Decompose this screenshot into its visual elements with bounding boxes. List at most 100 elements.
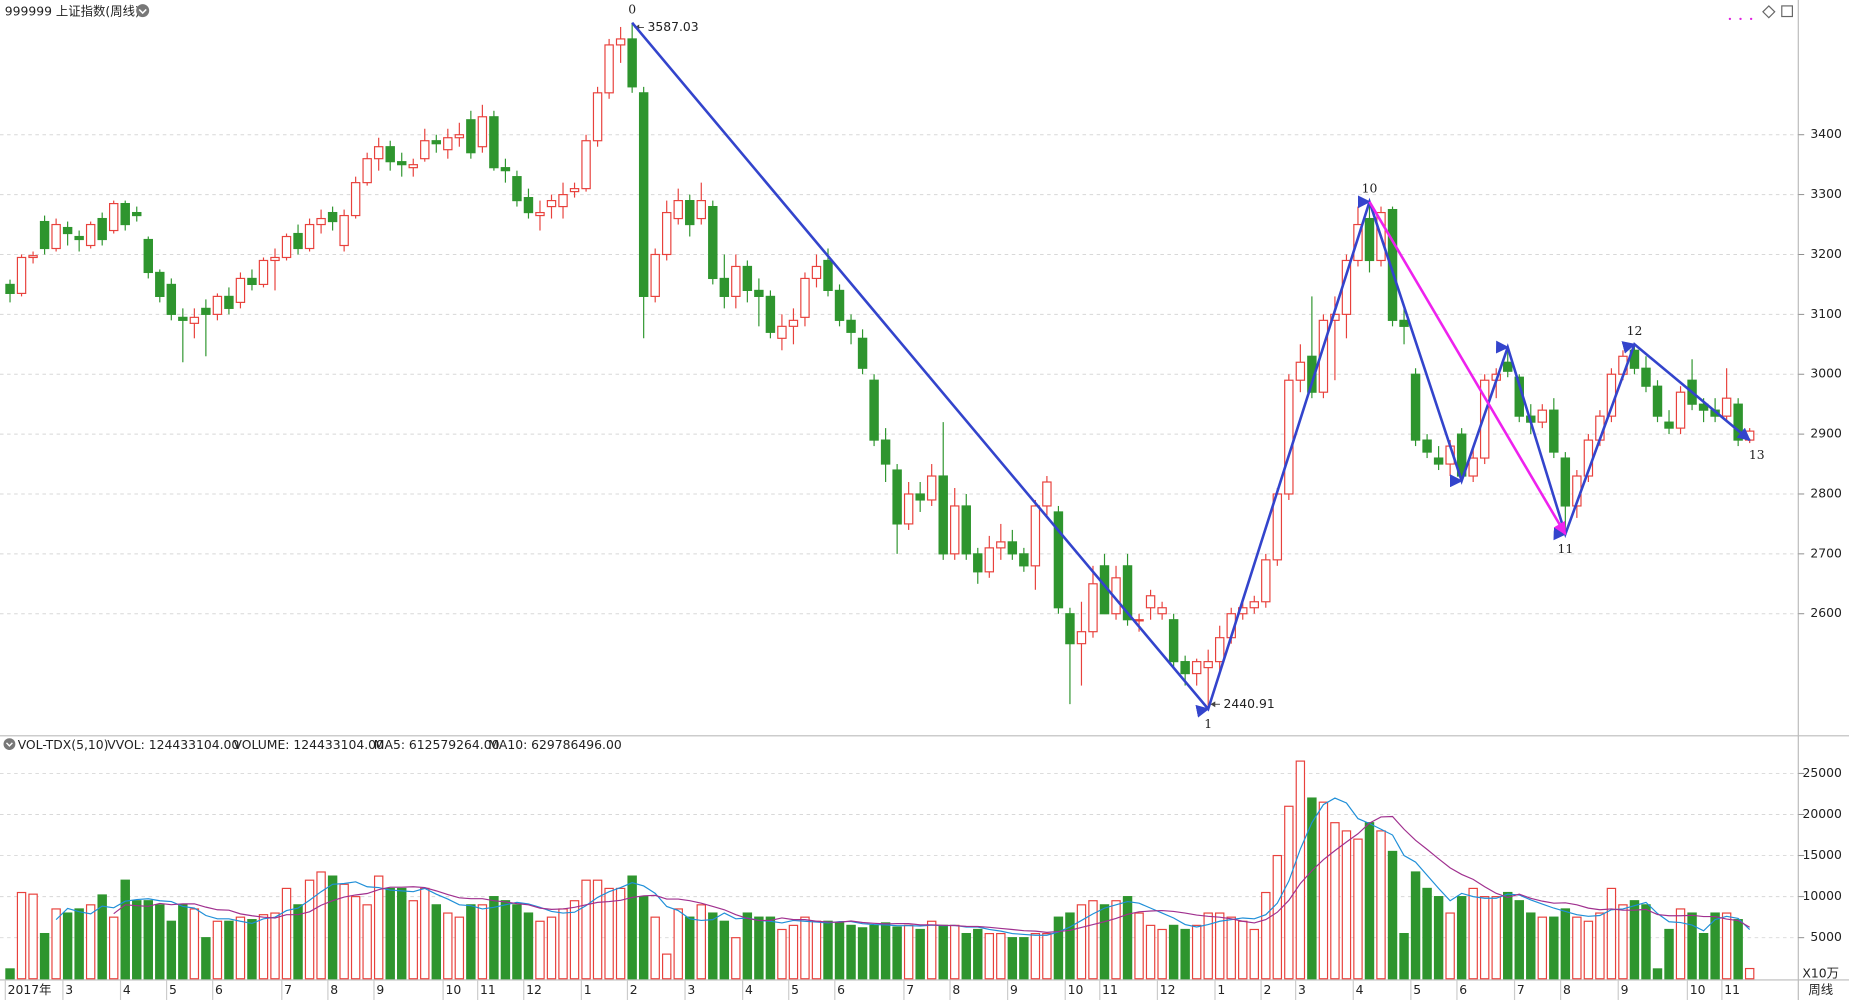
candle-body	[454, 134, 465, 139]
x-tick-label: 2	[1263, 983, 1271, 997]
candle-body	[1721, 397, 1732, 417]
square-button[interactable]	[1781, 5, 1793, 18]
candle-body	[650, 253, 660, 297]
candle-body	[754, 289, 764, 297]
x-tick-label: 8	[952, 983, 960, 997]
x-tick-label: 8	[330, 983, 338, 997]
candle-body	[1295, 361, 1306, 381]
diamond-button[interactable]	[1762, 5, 1776, 19]
volume-bar	[1664, 928, 1674, 980]
volume-bar	[1491, 896, 1501, 980]
volume-bar	[650, 916, 660, 980]
candle-body	[903, 493, 914, 525]
candle-body	[420, 140, 430, 160]
candle-body	[558, 194, 568, 208]
volume-bar	[1514, 900, 1524, 980]
volume-bar	[85, 904, 96, 980]
candle-body	[1007, 541, 1018, 555]
candle-body	[1053, 511, 1064, 609]
candle-body	[373, 146, 384, 160]
volume-bar	[777, 928, 787, 980]
x-tick-label: 3	[687, 983, 695, 997]
volume-bar	[385, 887, 395, 980]
volume-bar	[800, 916, 810, 980]
volume-bar	[247, 919, 257, 980]
volume-bar	[1053, 916, 1064, 980]
volume-bar	[846, 924, 856, 980]
volume-bar	[535, 920, 545, 980]
volume-bar	[811, 920, 822, 980]
x-tick-label: 6	[215, 983, 223, 997]
candle-body	[892, 469, 902, 525]
volume-bar	[1537, 916, 1548, 980]
volume-bar	[1203, 912, 1213, 980]
candle-body	[1145, 595, 1156, 609]
volume-bar	[719, 920, 730, 980]
title-menu-caret	[138, 8, 147, 15]
candle-body	[708, 205, 718, 280]
candle-body	[765, 295, 776, 333]
candle-body	[973, 553, 983, 573]
volume-bar	[604, 887, 614, 980]
candle-body	[1261, 559, 1271, 603]
x-tick-label: 3	[65, 983, 73, 997]
y-tick-label: 25000	[1803, 766, 1842, 780]
x-tick-label: 3	[1298, 983, 1306, 997]
volume-bar	[1214, 912, 1225, 980]
candle-body	[258, 259, 269, 286]
volume-bar	[569, 900, 580, 980]
wave-label: 0	[628, 2, 636, 16]
volume-bar	[592, 879, 603, 980]
moving-average-line	[55, 797, 1751, 936]
volume-bar	[1168, 924, 1179, 980]
candle-body	[108, 203, 119, 232]
candle-body	[834, 289, 845, 321]
indicator-menu-icon[interactable]	[3, 738, 16, 750]
candle-body	[85, 223, 96, 247]
chart-title: 999999 上证指数(周线)	[5, 3, 140, 18]
candle-body	[1549, 409, 1559, 453]
volume-bar	[270, 912, 280, 980]
y-tick-label: 2900	[1810, 427, 1842, 441]
candle-body	[339, 214, 349, 247]
volume-bar	[1088, 900, 1098, 980]
volume-bar	[1595, 912, 1605, 980]
volume-bar	[1468, 887, 1478, 980]
volume-bar	[420, 887, 430, 980]
candle-body	[800, 277, 810, 318]
candle-body	[535, 211, 545, 217]
volume-bar	[673, 908, 683, 980]
volume-bar	[1272, 854, 1283, 980]
volume-bar	[1526, 912, 1536, 980]
title-menu-icon[interactable]	[136, 4, 150, 18]
candle-body	[938, 475, 948, 555]
volume-bar	[373, 875, 384, 980]
volume-bar	[62, 912, 73, 980]
candle-body	[178, 316, 188, 321]
volume-bar	[788, 924, 799, 980]
candle-body	[719, 277, 730, 297]
volume-bar	[1180, 928, 1190, 980]
candle-body	[166, 283, 177, 315]
volume-bar	[581, 879, 591, 980]
volume-bar	[362, 904, 372, 980]
y-tick-label: 15000	[1803, 848, 1842, 862]
candle-body	[132, 211, 142, 217]
volume-bar	[638, 896, 649, 980]
volume-bar	[1157, 928, 1167, 980]
y-tick-label: 20000	[1803, 807, 1842, 821]
volume-bar	[1030, 932, 1041, 980]
volume-bar	[397, 887, 407, 980]
wave-label: 12	[1627, 324, 1643, 338]
volume-bar	[615, 887, 626, 980]
y-tick-label: 2700	[1810, 546, 1842, 560]
volume-bar	[1445, 912, 1455, 980]
volume-bar	[108, 916, 119, 980]
unit-label: X10万	[1802, 967, 1839, 981]
volume-bar	[1422, 887, 1432, 980]
volume-bar	[1560, 908, 1571, 980]
volume-bar	[350, 896, 361, 980]
volume-bar	[293, 904, 303, 980]
candle-body	[1203, 661, 1213, 669]
